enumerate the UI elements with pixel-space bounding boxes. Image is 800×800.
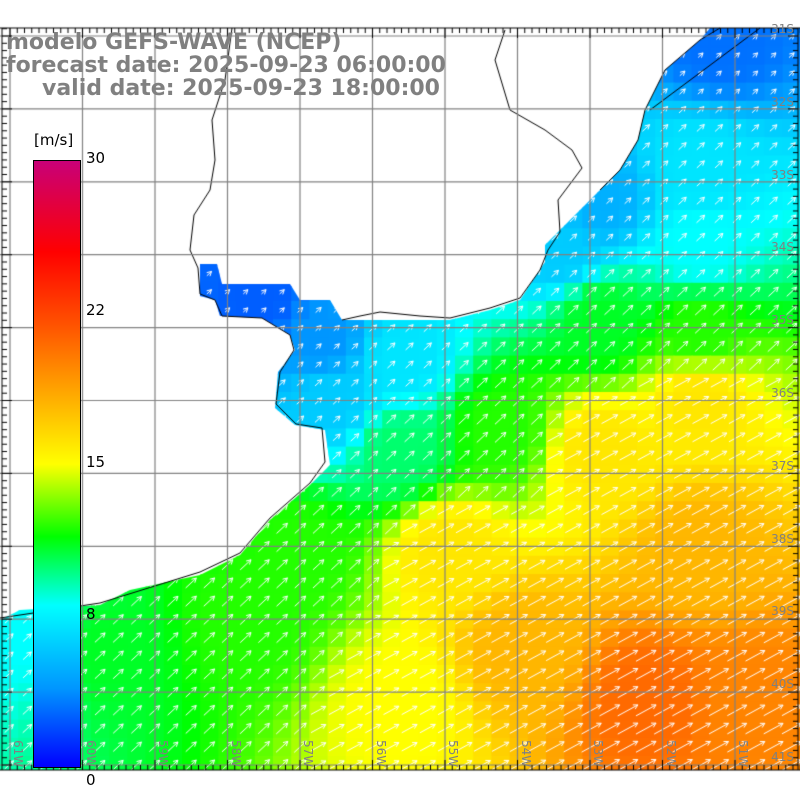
latitude-label: 35S xyxy=(771,313,794,328)
longitude-label: 60W xyxy=(83,740,98,768)
longitude-label: 52W xyxy=(663,740,678,768)
longitude-label: 55W xyxy=(446,740,460,768)
model-title: modelo GEFS-WAVE (NCEP) xyxy=(6,30,342,55)
latitude-label: 34S xyxy=(771,240,794,255)
longitude-label: 61W xyxy=(11,740,25,768)
longitude-label: 53W xyxy=(591,740,605,768)
longitude-label: 56W xyxy=(373,740,388,768)
latitude-label: 32S xyxy=(771,94,794,109)
longitude-label: 57W xyxy=(301,740,315,768)
longitude-label: 54W xyxy=(518,740,533,768)
forecast-date: forecast date: 2025-09-23 06:00:00 xyxy=(6,53,446,78)
colorbar-tick: 15 xyxy=(86,453,106,471)
colorbar-tick: 0 xyxy=(86,771,96,789)
latitude-label: 41S xyxy=(771,750,794,764)
latitude-label: 33S xyxy=(771,167,794,182)
valid-date: valid date: 2025-09-23 18:00:00 xyxy=(42,76,440,101)
latitude-label: 39S xyxy=(771,604,794,619)
latitude-label: 40S xyxy=(771,677,794,692)
latitude-label: 31S xyxy=(771,22,794,36)
colorbar-unit: [m/s] xyxy=(34,131,74,149)
colorbar-tick: 30 xyxy=(86,149,106,167)
colorbar xyxy=(33,160,81,768)
latitude-label: 38S xyxy=(771,531,794,546)
colorbar-tick: 22 xyxy=(86,301,106,319)
latitude-label: 36S xyxy=(771,386,794,400)
colorbar-tick: 8 xyxy=(86,605,96,623)
latitude-label: 37S xyxy=(771,458,794,473)
longitude-label: 58W xyxy=(228,740,243,768)
longitude-label: 51W xyxy=(736,740,750,768)
longitude-label: 59W xyxy=(156,740,170,768)
